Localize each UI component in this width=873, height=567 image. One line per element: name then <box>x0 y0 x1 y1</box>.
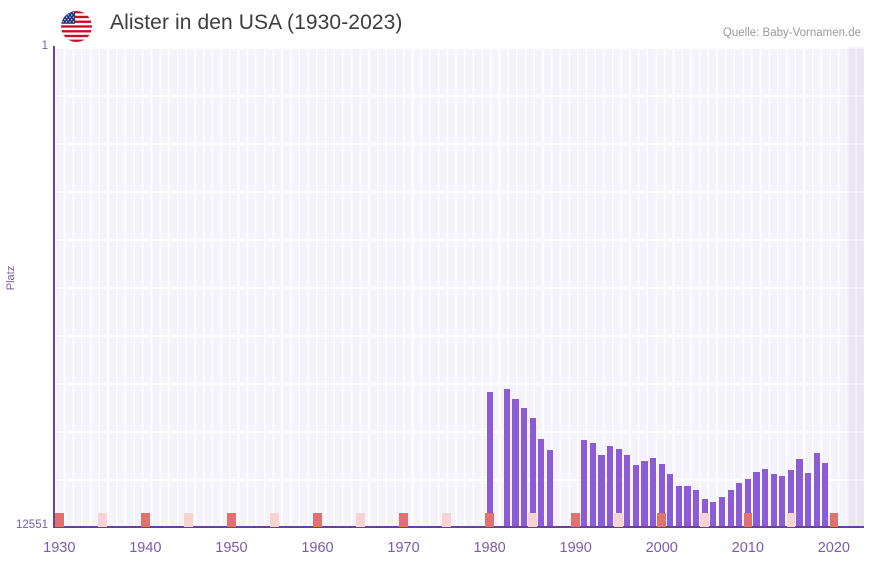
y-axis-label-top: 1 <box>41 40 48 52</box>
bar-1982[interactable] <box>503 388 510 527</box>
x-tick-label-1940: 1940 <box>129 540 162 556</box>
bar-2014[interactable] <box>779 476 786 527</box>
bar-2007[interactable] <box>718 497 726 527</box>
page-title: Alister in den USA (1930-2023) <box>110 11 403 34</box>
x-tick-1950 <box>227 513 236 527</box>
bar-2002[interactable] <box>675 485 683 527</box>
chart-plot-area <box>55 47 864 527</box>
bar-2018[interactable] <box>813 452 820 527</box>
x-tick-1975 <box>442 513 451 527</box>
x-tick-2015 <box>786 513 796 527</box>
chart-gridlines <box>55 47 864 527</box>
bar-1983[interactable] <box>512 399 519 527</box>
bar-1994[interactable] <box>607 446 614 527</box>
x-tick-2010 <box>743 513 753 527</box>
bar-2004[interactable] <box>693 490 700 527</box>
bar-1987[interactable] <box>546 450 553 527</box>
x-tick-1970 <box>399 513 408 527</box>
x-axis-line <box>53 526 864 528</box>
bar-2019[interactable] <box>822 463 829 527</box>
bar-1985[interactable] <box>529 417 536 527</box>
bar-1986[interactable] <box>538 439 545 527</box>
bar-2011[interactable] <box>753 472 760 527</box>
source-attribution: Quelle: Baby-Vornamen.de <box>722 27 861 39</box>
x-tick-1945 <box>184 513 193 527</box>
x-tick-label-1960: 1960 <box>301 540 334 556</box>
x-tick-label-2010: 2010 <box>731 540 764 556</box>
bar-2001[interactable] <box>667 474 674 527</box>
bar-2006[interactable] <box>710 502 717 527</box>
x-tick-label-1980: 1980 <box>473 540 506 556</box>
bar-2013[interactable] <box>770 474 777 527</box>
x-tick-label-1950: 1950 <box>215 540 248 556</box>
x-tick-1990 <box>571 513 580 527</box>
bar-2016[interactable] <box>796 458 803 527</box>
us-flag-icon <box>61 11 92 42</box>
bar-2009[interactable] <box>736 482 743 527</box>
bar-1984[interactable] <box>520 407 528 527</box>
chart-header: Alister in den USA (1930-2023) Quelle: B… <box>0 0 873 47</box>
x-tick-1985 <box>528 513 537 527</box>
bar-1998[interactable] <box>641 461 648 527</box>
x-tick-label-2000: 2000 <box>645 540 678 556</box>
bar-1995[interactable] <box>615 449 622 527</box>
x-tick-2005 <box>700 513 710 527</box>
bar-2015[interactable] <box>787 469 794 527</box>
shaded-no-data-region <box>846 47 864 527</box>
x-tick-2020 <box>829 513 839 527</box>
x-tick-1955 <box>270 513 279 527</box>
y-axis-label-bottom: 12551 <box>16 519 48 531</box>
bar-2008[interactable] <box>727 489 734 527</box>
y-axis-line <box>53 46 55 528</box>
bar-2003[interactable] <box>684 485 691 527</box>
x-tick-label-1970: 1970 <box>387 540 420 556</box>
x-tick-label-2020: 2020 <box>817 540 851 556</box>
bar-2000[interactable] <box>658 463 665 527</box>
bar-1993[interactable] <box>598 455 605 527</box>
x-tick-label-1930: 1930 <box>43 540 76 556</box>
bar-2010[interactable] <box>744 478 751 527</box>
x-tick-1965 <box>356 513 365 527</box>
bar-1980[interactable] <box>486 391 493 527</box>
bar-1992[interactable] <box>589 443 596 527</box>
x-tick-1930 <box>55 513 64 527</box>
x-tick-2000 <box>657 513 667 527</box>
x-tick-1980 <box>485 513 494 527</box>
x-tick-1995 <box>614 513 623 527</box>
bar-1999[interactable] <box>650 458 657 527</box>
bar-1996[interactable] <box>624 455 631 527</box>
x-tick-1940 <box>141 513 150 527</box>
bar-1991[interactable] <box>581 440 588 527</box>
bar-2017[interactable] <box>804 472 812 527</box>
bar-1997[interactable] <box>632 464 640 527</box>
x-tick-1935 <box>98 513 107 527</box>
y-axis-title: Platz <box>5 265 17 291</box>
bar-2012[interactable] <box>761 469 769 527</box>
x-tick-label-1990: 1990 <box>559 540 592 556</box>
x-tick-1960 <box>313 513 322 527</box>
